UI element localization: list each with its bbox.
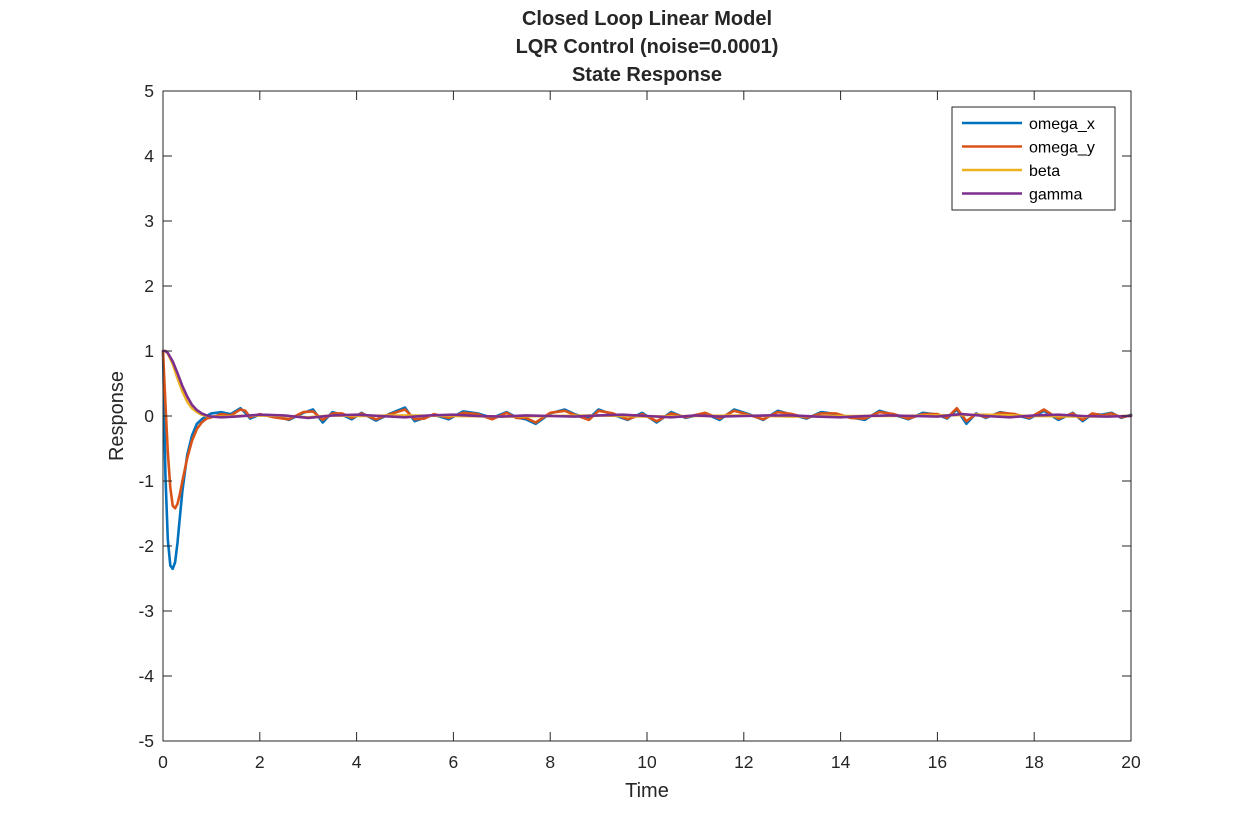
y-tick-label: 0	[144, 406, 154, 426]
y-tick-label: 3	[144, 211, 154, 231]
x-axis-label: Time	[625, 780, 669, 802]
x-tick-label: 12	[734, 752, 753, 772]
legend-label-beta: beta	[1029, 163, 1060, 180]
x-tick-label: 20	[1121, 752, 1141, 772]
x-tick-label: 4	[352, 752, 362, 772]
chart-title-line-2: LQR Control (noise=0.0001)	[516, 36, 779, 58]
legend-label-omega-y: omega_y	[1029, 140, 1095, 157]
x-tick-label: 14	[831, 752, 851, 772]
chart-title-line-3: State Response	[572, 64, 722, 86]
x-tick-label: 2	[255, 752, 265, 772]
y-tick-label: -3	[138, 601, 154, 621]
y-tick-label: 4	[144, 146, 154, 166]
y-tick-label: -1	[138, 471, 154, 491]
x-tick-label: 6	[449, 752, 459, 772]
x-axis-ticks: 0 2 4 6 8 10 12 14 16 18 20	[158, 91, 1141, 772]
x-tick-label: 16	[928, 752, 947, 772]
x-tick-label: 0	[158, 752, 168, 772]
x-tick-label: 8	[545, 752, 555, 772]
y-axis-label: Response	[106, 371, 128, 461]
y-axis-ticks: -5 -4 -3 -2 -1 0 1 2 3 4 5	[138, 81, 1131, 751]
y-tick-label: -2	[138, 536, 154, 556]
y-tick-label: -4	[138, 666, 154, 686]
x-tick-label: 18	[1024, 752, 1043, 772]
y-tick-label: 2	[144, 276, 154, 296]
chart-title: Closed Loop Linear Model LQR Control (no…	[516, 8, 779, 86]
x-tick-label: 10	[637, 752, 657, 772]
series-layer	[161, 349, 1133, 571]
y-tick-label: -5	[138, 731, 154, 751]
chart-title-line-1: Closed Loop Linear Model	[522, 8, 772, 30]
series-line-gamma	[161, 349, 1133, 420]
y-tick-label: 5	[144, 81, 154, 101]
y-tick-label: 1	[144, 341, 154, 361]
legend-label-gamma: gamma	[1029, 187, 1082, 204]
legend-label-omega-x: omega_x	[1029, 116, 1095, 133]
